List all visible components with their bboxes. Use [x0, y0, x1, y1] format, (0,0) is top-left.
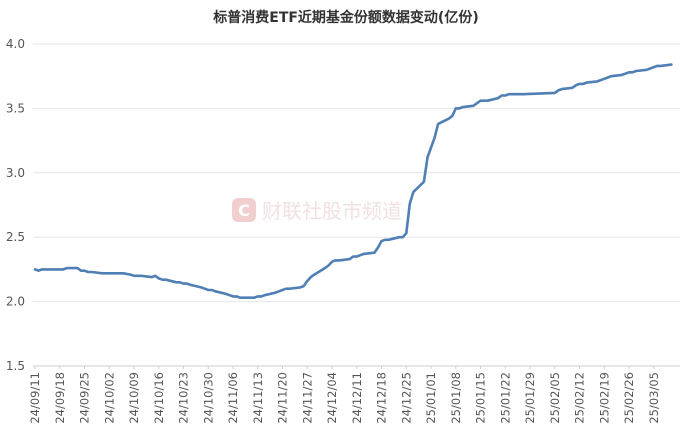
watermark: C 财联社股市频道 [232, 198, 402, 223]
x-tick-label: 25/01/15 [474, 372, 488, 424]
y-tick-label: 2.0 [6, 295, 25, 309]
y-tick-label: 3.0 [6, 166, 25, 180]
y-axis-ticks: 1.5 2.0 2.5 3.0 3.5 4.0 [6, 37, 25, 373]
series-group [33, 63, 673, 299]
watermark-logo-letter: C [238, 201, 250, 220]
x-tick-label: 24/11/13 [251, 372, 265, 424]
x-tick-label: 25/03/05 [647, 372, 661, 424]
x-tick-label: 24/09/11 [28, 372, 42, 424]
x-tick-label: 24/10/16 [152, 372, 166, 424]
x-tick-label: 24/09/25 [78, 372, 92, 424]
y-tick-label: 4.0 [6, 37, 25, 51]
x-tick-label: 24/09/18 [53, 372, 67, 424]
x-tick-label: 24/10/30 [201, 372, 215, 424]
x-tick-label: 24/11/27 [300, 372, 314, 424]
y-tick-label: 1.5 [6, 359, 25, 373]
x-tick-label: 24/12/25 [399, 372, 413, 424]
x-tick-label: 25/02/12 [573, 372, 587, 424]
x-tick-label: 25/02/05 [548, 372, 562, 424]
x-tick-label: 24/10/09 [127, 372, 141, 424]
x-tick-label: 24/12/18 [375, 372, 389, 424]
x-tick-label: 25/01/29 [523, 372, 537, 424]
x-tick-label: 25/02/26 [622, 372, 636, 424]
x-tick-label: 24/11/20 [276, 372, 290, 424]
x-axis-ticks: 24/09/11 24/09/18 24/09/25 24/10/02 24/10/09… [28, 366, 661, 424]
x-tick-label: 24/10/02 [102, 372, 116, 424]
y-tick-label: 2.5 [6, 230, 25, 244]
gridlines [33, 43, 680, 303]
x-tick-label: 25/01/22 [498, 372, 512, 424]
x-tick-label: 24/10/23 [177, 372, 191, 424]
y-tick-label: 3.5 [6, 101, 25, 115]
watermark-logo [232, 198, 256, 222]
x-tick-label: 25/02/19 [597, 372, 611, 424]
watermark-text: 财联社股市频道 [262, 199, 402, 223]
x-tick-label: 25/01/08 [449, 372, 463, 424]
x-tick-label: 24/11/06 [226, 372, 240, 424]
x-tick-label: 24/12/11 [350, 372, 364, 424]
x-tick-label: 24/12/04 [325, 372, 339, 424]
chart-title: 标普消费ETF近期基金份额数据变动(亿份) [212, 9, 478, 26]
series-line [33, 63, 673, 299]
x-tick-label: 25/01/01 [424, 372, 438, 424]
